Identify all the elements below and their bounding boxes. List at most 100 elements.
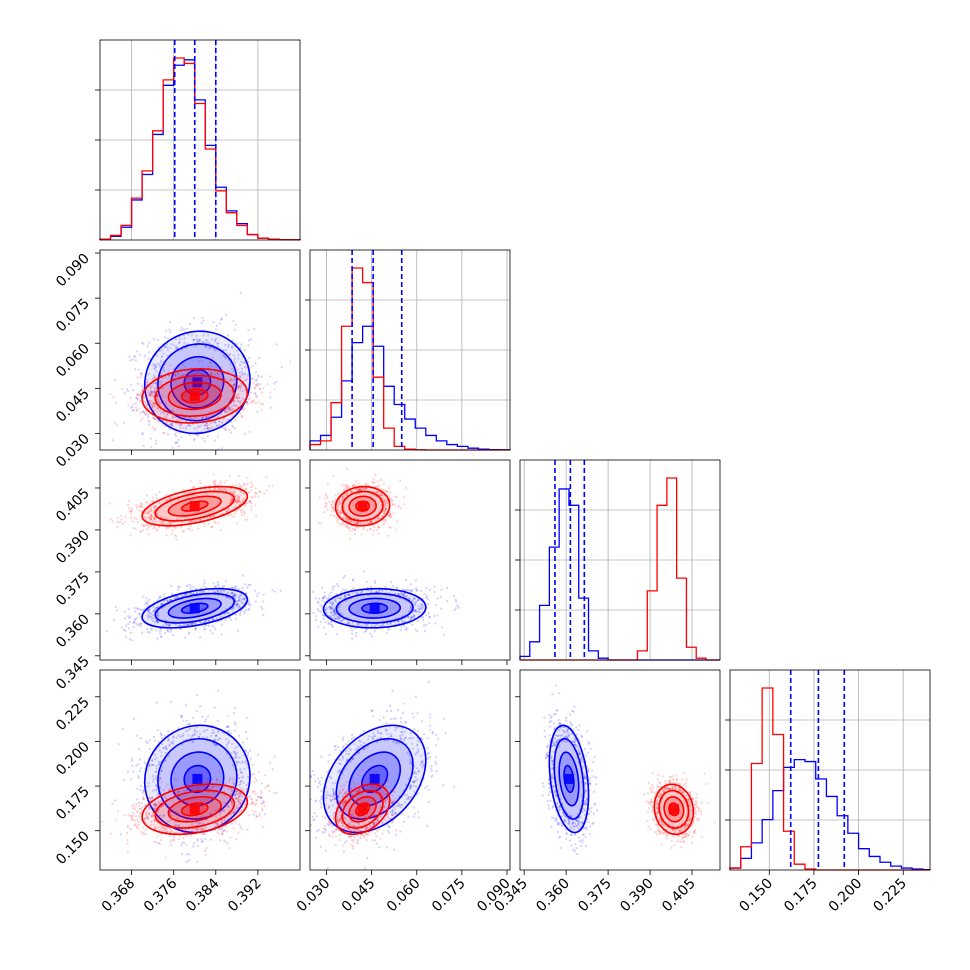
scatter-point <box>426 737 429 740</box>
scatter-point <box>352 485 355 488</box>
scatter-point <box>354 522 358 525</box>
scatter-point <box>150 391 153 395</box>
scatter-point <box>220 488 224 491</box>
scatter-point <box>339 619 342 623</box>
scatter-point <box>187 783 190 787</box>
scatter-point <box>170 829 173 833</box>
scatter-point <box>129 827 132 831</box>
scatter-point <box>334 599 337 602</box>
scatter-point <box>181 373 184 377</box>
scatter-point <box>249 604 252 607</box>
scatter-point <box>214 412 218 415</box>
scatter-point <box>143 355 146 358</box>
scatter-point <box>332 787 335 791</box>
scatter-point <box>230 389 233 392</box>
scatter-point <box>369 591 372 594</box>
scatter-point <box>131 807 135 810</box>
scatter-point <box>138 353 142 356</box>
scatter-point <box>212 321 215 324</box>
scatter-point <box>351 757 354 761</box>
scatter-point <box>231 608 234 611</box>
scatter-point <box>453 785 456 789</box>
scatter-point <box>249 401 252 404</box>
scatter-point <box>333 613 337 616</box>
scatter-point <box>391 809 394 812</box>
scatter-point <box>225 752 228 755</box>
scatter-point <box>231 498 234 501</box>
scatter-point <box>345 483 349 487</box>
scatter-point <box>164 745 167 748</box>
scatter-point <box>385 632 388 635</box>
scatter-point <box>172 838 175 841</box>
scatter-point <box>169 843 173 847</box>
scatter-point <box>238 811 241 814</box>
scatter-point <box>180 831 183 834</box>
scatter-point <box>136 607 140 611</box>
scatter-point <box>231 586 234 590</box>
scatter-point <box>216 719 220 723</box>
scatter-point <box>411 712 414 715</box>
scatter-point <box>255 799 258 802</box>
scatter-point <box>263 813 266 816</box>
scatter-point <box>357 623 361 626</box>
scatter-point <box>341 498 344 501</box>
scatter-red <box>108 473 274 541</box>
scatter-point <box>376 491 379 494</box>
scatter-point <box>167 374 171 377</box>
scatter-point <box>243 372 247 375</box>
scatter-point <box>375 842 379 845</box>
scatter-point <box>152 823 155 826</box>
scatter-point <box>318 782 321 785</box>
scatter-point <box>177 790 181 794</box>
scatter-point <box>205 423 208 426</box>
scatter-point <box>154 789 157 792</box>
scatter-point <box>216 435 219 438</box>
scatter-point <box>428 755 431 758</box>
scatter-point <box>137 815 140 818</box>
scatter-point <box>155 529 159 532</box>
scatter-point <box>402 620 406 624</box>
scatter-point <box>224 801 227 805</box>
scatter-point <box>203 590 206 593</box>
scatter-point <box>239 376 242 379</box>
scatter-point <box>167 820 170 823</box>
scatter-point <box>241 406 244 409</box>
scatter-point <box>146 741 149 745</box>
scatter-point <box>350 813 353 816</box>
scatter-point <box>166 628 169 631</box>
scatter-point <box>337 509 340 512</box>
scatter-point <box>245 366 248 370</box>
scatter-point <box>136 350 139 353</box>
scatter-point <box>166 629 170 632</box>
scatter-point <box>382 500 386 503</box>
scatter-point <box>159 604 162 607</box>
scatter-point <box>389 717 393 721</box>
scatter-point <box>262 799 265 803</box>
scatter-point <box>390 813 394 817</box>
scatter-point <box>146 614 149 617</box>
scatter-point <box>409 583 413 586</box>
scatter-point <box>201 774 204 777</box>
scatter-point <box>120 518 123 521</box>
scatter-point <box>233 592 236 596</box>
joint-content <box>312 467 461 640</box>
scatter-point <box>226 830 229 833</box>
scatter-point <box>149 806 152 809</box>
scatter-point <box>219 487 222 490</box>
scatter-point <box>395 495 398 498</box>
scatter-point <box>228 797 231 800</box>
scatter-point <box>147 608 151 611</box>
scatter-point <box>382 509 385 512</box>
scatter-point <box>155 756 158 759</box>
scatter-point <box>141 433 144 436</box>
scatter-point <box>152 396 155 399</box>
scatter-point <box>372 518 376 521</box>
scatter-point <box>325 502 328 505</box>
scatter-point <box>239 386 242 390</box>
scatter-point <box>220 453 222 455</box>
scatter-point <box>363 487 366 491</box>
scatter-point <box>168 624 171 627</box>
scatter-point <box>204 729 207 732</box>
scatter-point <box>433 622 437 625</box>
scatter-point <box>183 341 186 345</box>
